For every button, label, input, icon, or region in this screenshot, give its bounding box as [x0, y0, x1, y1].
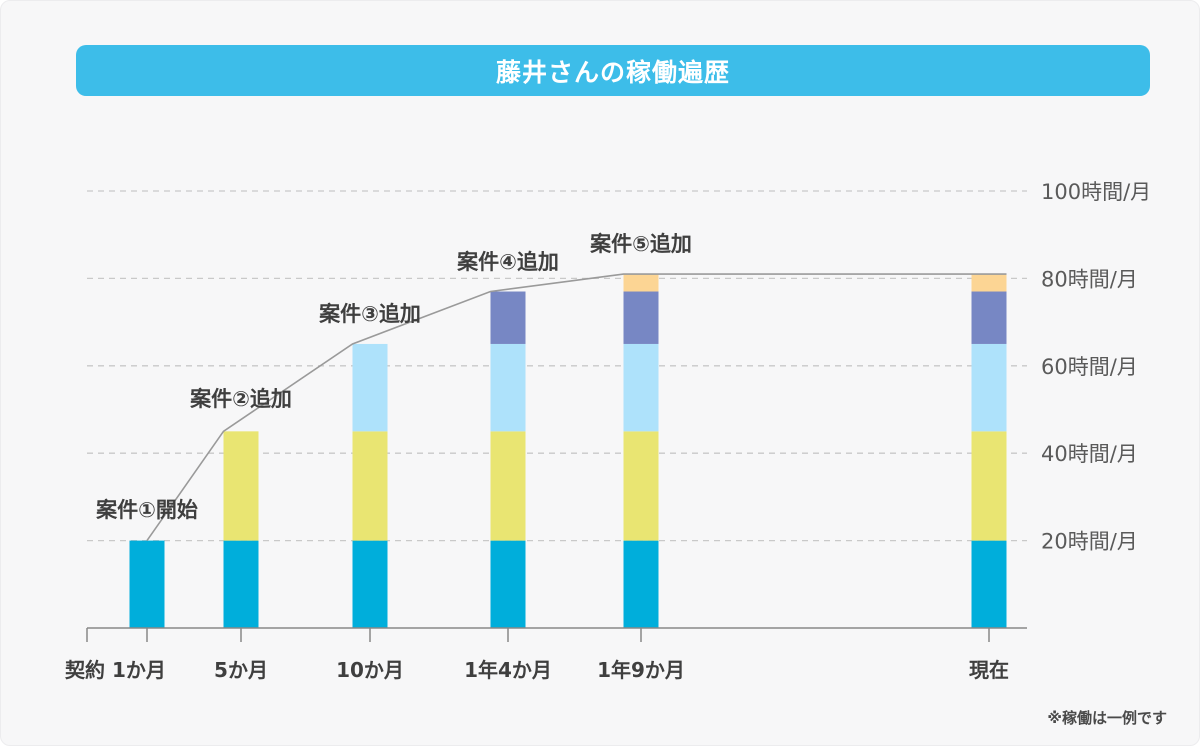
x-tick-label: 10か月 — [336, 658, 404, 682]
x-tick-label: 契約 1か月 — [64, 658, 166, 682]
x-tick-labels: 契約 1か月 5か月 10か月 1年4か月 1年9か月 現在 — [64, 658, 1009, 682]
x-tick-label: 5か月 — [214, 658, 268, 682]
annotation-label: 案件②追加 — [189, 387, 292, 411]
bar-segment-1-1 — [223, 431, 259, 541]
bar-segment-3-0 — [490, 540, 526, 628]
bar-segment-4-0 — [623, 540, 659, 628]
bar-segment-4-2 — [623, 343, 659, 432]
y-tick-label: 100時間/月 — [1041, 180, 1151, 204]
annotation-label: 案件①開始 — [95, 498, 198, 522]
y-tick-labels: 20時間/月 40時間/月 60時間/月 80時間/月 100時間/月 — [1041, 180, 1151, 554]
bar-segment-2-1 — [352, 431, 388, 541]
annotation-label: 案件⑤追加 — [589, 232, 692, 256]
bar-segment-1-0 — [223, 540, 259, 628]
x-tick-label: 現在 — [969, 658, 1009, 682]
bar-segment-3-3 — [490, 291, 526, 344]
bar-segment-4-4 — [623, 274, 659, 292]
bar-segment-5-4 — [971, 274, 1007, 292]
bar-segment-0-0 — [129, 540, 165, 628]
x-axis — [86, 627, 1027, 642]
bar-segment-4-3 — [623, 291, 659, 344]
bars — [129, 274, 1007, 628]
bar-segment-2-2 — [352, 343, 388, 432]
bar-segment-5-3 — [971, 291, 1007, 344]
y-tick-label: 60時間/月 — [1041, 355, 1138, 379]
y-tick-label: 20時間/月 — [1041, 530, 1138, 554]
bar-segment-2-0 — [352, 540, 388, 628]
annotation-label: 案件④追加 — [456, 250, 559, 274]
bar-segment-5-0 — [971, 540, 1007, 628]
trend-polyline — [146, 273, 1007, 542]
annotation-label: 案件③追加 — [318, 302, 421, 326]
y-tick-label: 40時間/月 — [1041, 442, 1138, 466]
bar-segment-4-1 — [623, 431, 659, 541]
bar-segment-5-1 — [971, 431, 1007, 541]
y-tick-label: 80時間/月 — [1041, 267, 1138, 291]
bar-segment-3-2 — [490, 343, 526, 432]
trend-line — [146, 273, 1007, 542]
x-tick-label: 1年4か月 — [464, 658, 552, 682]
footnote: ※稼働は一例です — [1047, 709, 1167, 727]
annotations: 案件①開始 案件②追加 案件③追加 案件④追加 案件⑤追加 — [95, 232, 692, 522]
bar-segment-3-1 — [490, 431, 526, 541]
bar-segment-5-2 — [971, 343, 1007, 432]
x-tick-label: 1年9か月 — [597, 658, 685, 682]
chart-title: 藤井さんの稼働遍歴 — [76, 45, 1150, 96]
